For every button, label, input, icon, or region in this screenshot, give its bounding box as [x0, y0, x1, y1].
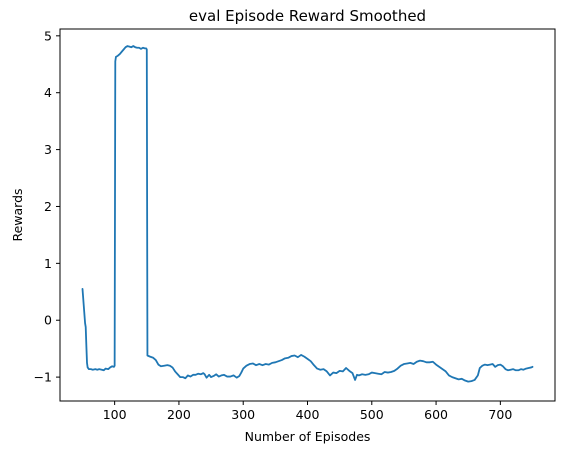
y-axis-ticks: −1 0 1 2 3 4 5: [34, 28, 60, 385]
y-tick-label: 1: [44, 256, 52, 271]
y-tick-label: 3: [44, 142, 52, 157]
chart-title: eval Episode Reward Smoothed: [189, 7, 426, 25]
x-tick-label: 100: [103, 407, 127, 422]
x-tick-label: 300: [231, 407, 255, 422]
series-line: [81, 45, 534, 383]
y-tick-label: 2: [44, 199, 52, 214]
x-axis-ticks: 100 200 300 400 500 600 700: [103, 401, 512, 422]
y-tick-label: 4: [44, 85, 52, 100]
y-tick-label: 5: [44, 28, 52, 43]
x-axis-label: Number of Episodes: [245, 429, 371, 444]
y-tick-label: −1: [34, 370, 52, 385]
y-tick-label: 0: [44, 313, 52, 328]
x-tick-label: 500: [360, 407, 384, 422]
y-axis-label: Rewards: [10, 188, 25, 241]
x-tick-label: 700: [488, 407, 512, 422]
x-tick-label: 400: [296, 407, 320, 422]
x-tick-label: 600: [424, 407, 448, 422]
x-tick-label: 200: [167, 407, 191, 422]
series-layer: [81, 45, 534, 383]
plot-area-frame: [59, 28, 556, 402]
